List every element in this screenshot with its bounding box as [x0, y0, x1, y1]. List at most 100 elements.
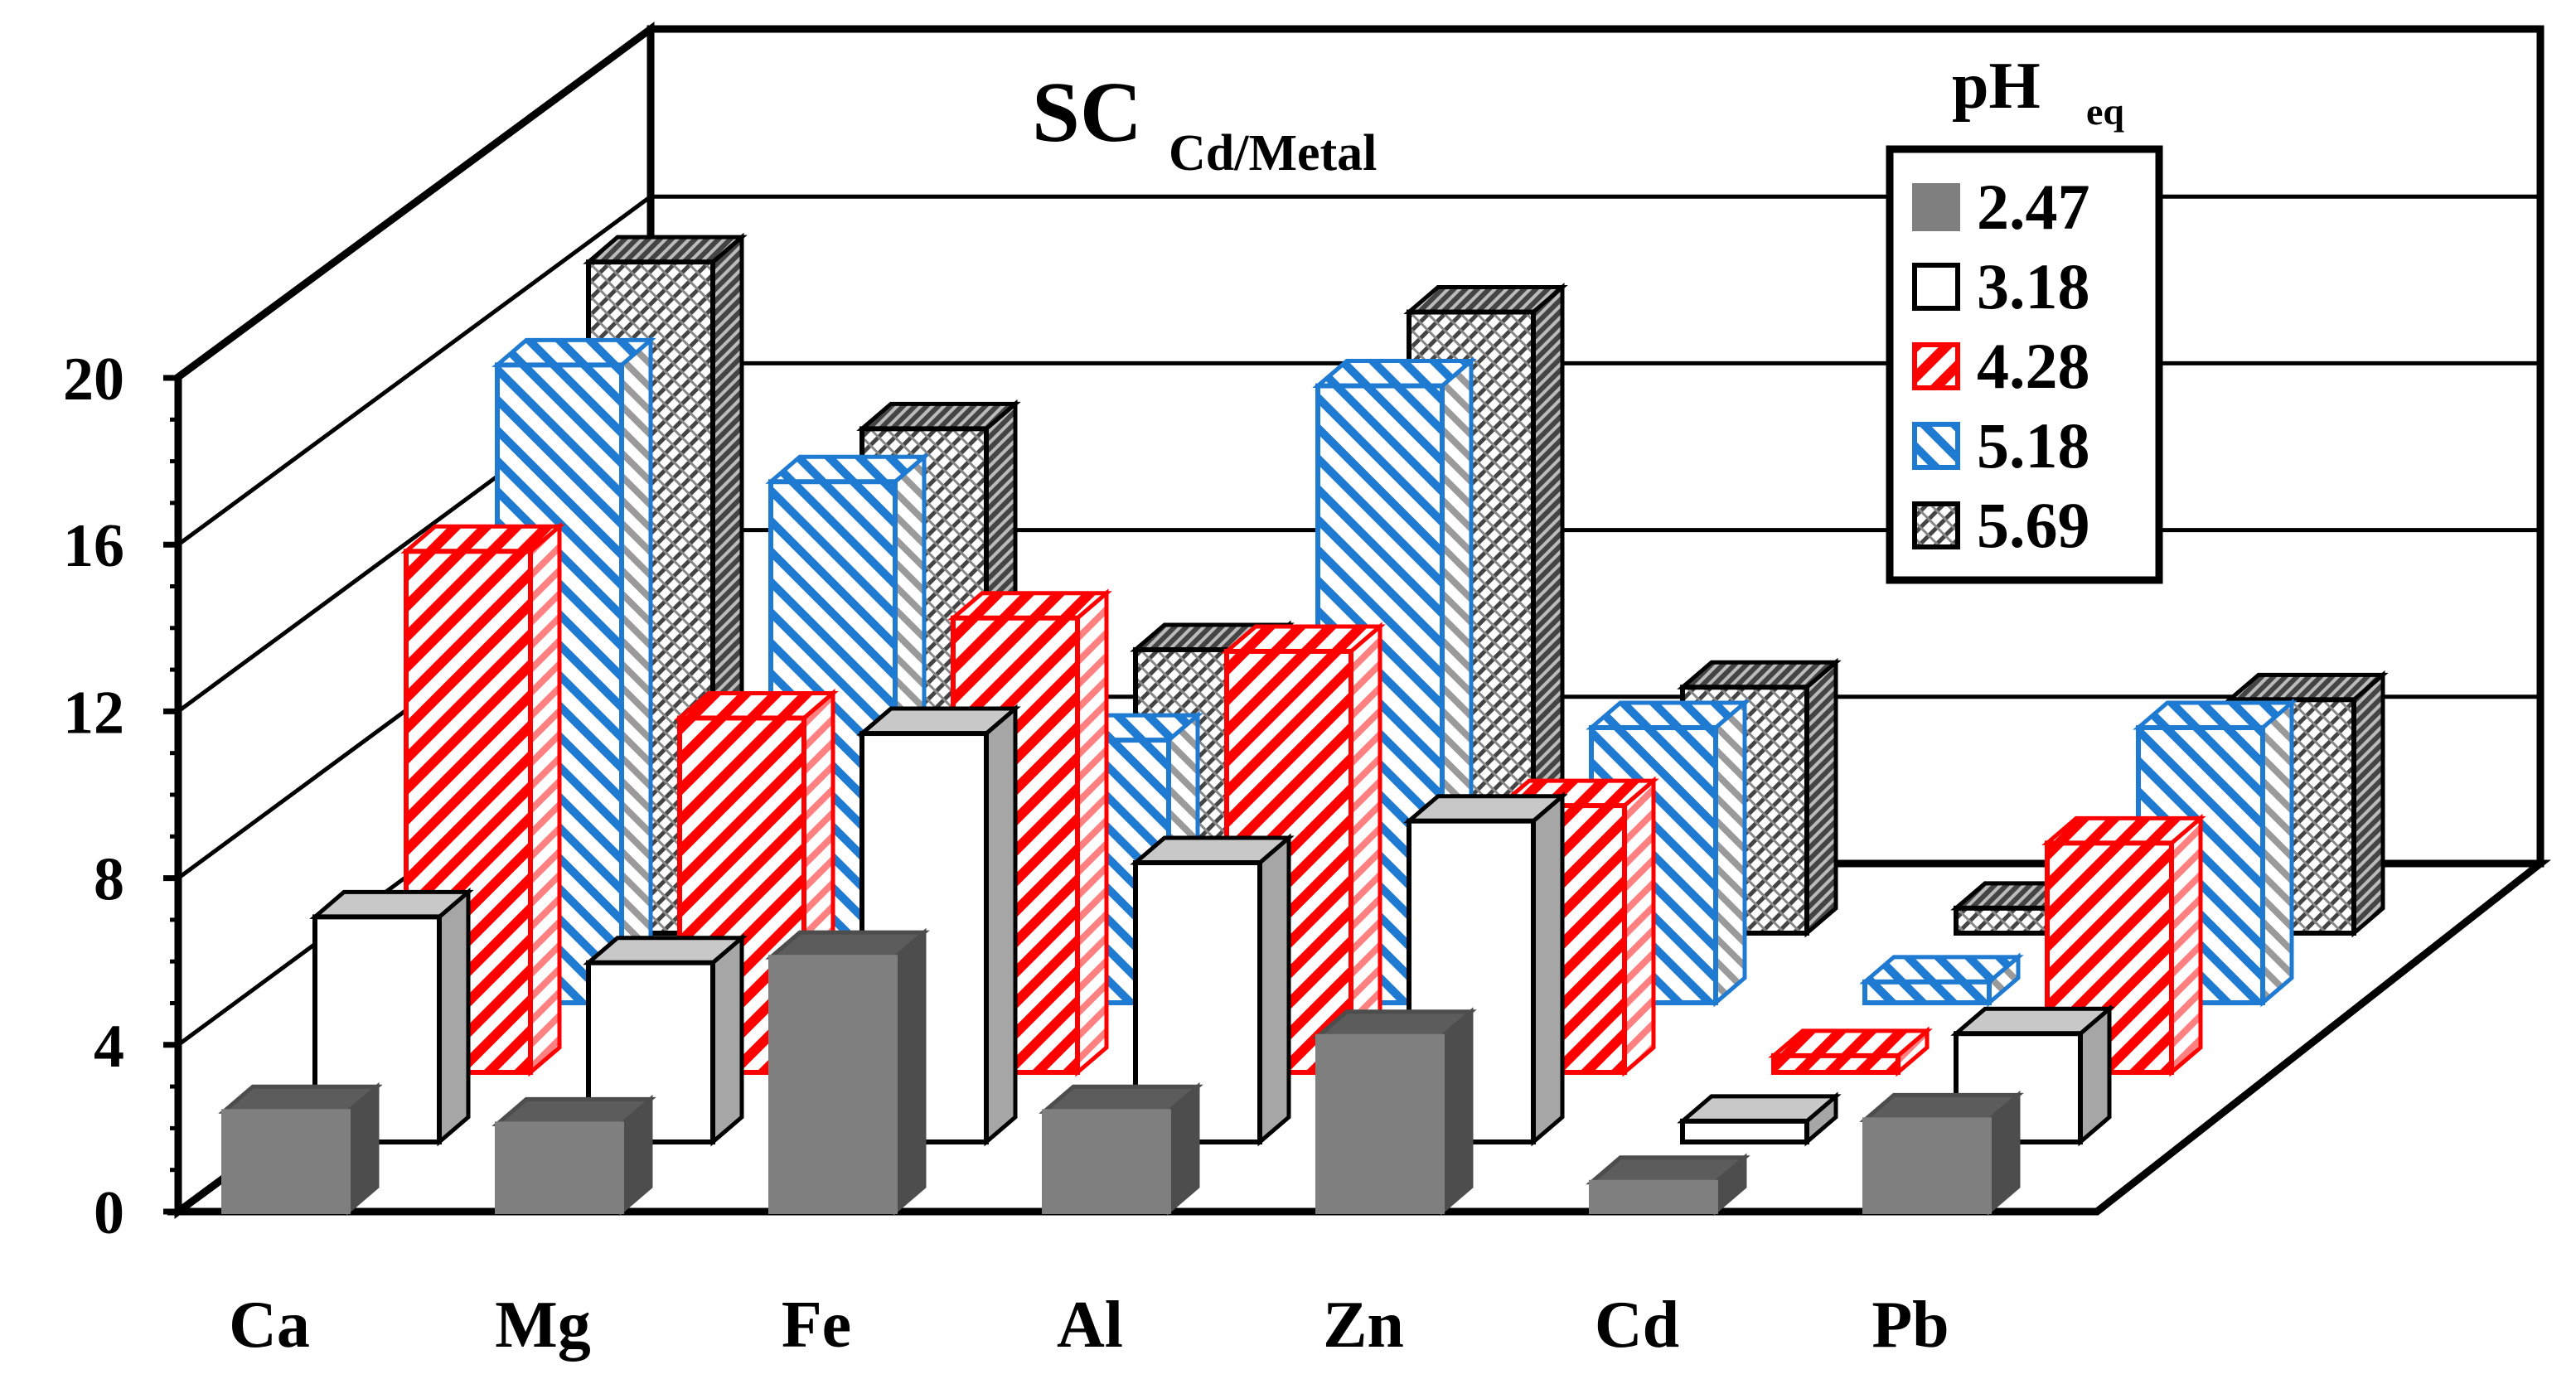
bar-top — [1403, 285, 1568, 315]
bar-side — [893, 927, 927, 1217]
bar-side — [1531, 791, 1565, 1147]
gridline-left — [177, 195, 652, 547]
bar-3.18-Pb — [1950, 1004, 2115, 1147]
bar-top — [1859, 955, 2024, 985]
bar-top — [218, 1084, 383, 1114]
bar-side — [1075, 588, 1109, 1077]
bar-side — [1440, 1007, 1474, 1217]
y-tick-label: 20 — [63, 346, 124, 414]
bar-top — [2041, 815, 2206, 845]
x-category-label: Fe — [782, 1289, 851, 1362]
x-category-label: Mg — [495, 1289, 591, 1362]
chart-title: SC Cd/Metal — [1032, 65, 1377, 181]
x-category-labels: Ca Mg Fe Al Zn Cd Pb — [229, 1289, 1949, 1362]
bar-2.47-Al — [1039, 1081, 1203, 1217]
legend-label: 4.28 — [1977, 330, 2090, 402]
y-tick-label: 16 — [63, 512, 124, 580]
chart-title-subscript: Cd/Metal — [1169, 125, 1377, 181]
y-tick-label: 12 — [63, 679, 124, 747]
bar-2.47-Mg — [491, 1094, 656, 1217]
bar-top — [947, 591, 1112, 621]
bar-top — [1859, 1092, 2024, 1122]
bar-side — [2351, 670, 2385, 938]
bar-front — [1315, 1033, 1445, 1214]
bar-side — [2260, 698, 2294, 1008]
legend-label: 2.47 — [1977, 171, 2090, 243]
bar-side — [1622, 776, 1656, 1077]
y-axis — [163, 375, 182, 1215]
bar-top — [1221, 624, 1386, 654]
bar-top — [400, 524, 565, 554]
bar-2.47-Fe — [765, 927, 930, 1217]
bar-top — [1403, 794, 1568, 824]
bar-side — [1349, 622, 1382, 1077]
bar-side — [1804, 657, 1838, 938]
bar-side — [1257, 833, 1291, 1147]
bar-top — [2133, 700, 2298, 730]
bar-2.47-Pb — [1859, 1090, 2024, 1217]
bar-front — [768, 955, 898, 1215]
bar-top — [765, 930, 930, 960]
x-category-label: Ca — [229, 1289, 310, 1362]
bar-front — [495, 1121, 624, 1214]
bar-front — [221, 1109, 351, 1215]
bar-top — [583, 936, 748, 965]
x-category-label: Cd — [1595, 1289, 1679, 1362]
bar-top — [1312, 359, 1477, 389]
bar-front — [1862, 1117, 1992, 1214]
bar-top — [1130, 835, 1295, 865]
gridline-left — [177, 27, 652, 380]
bar-side — [2169, 813, 2203, 1077]
x-category-label: Al — [1057, 1289, 1123, 1362]
legend-title-subscript: eq — [2086, 90, 2124, 133]
bar-top — [309, 889, 474, 919]
bar-top — [1312, 1009, 1477, 1039]
legend-swatch-5.69 — [1912, 501, 1960, 549]
bar-side — [1713, 698, 1747, 1008]
bar-top — [1586, 1155, 1750, 1185]
bar-top — [491, 1096, 656, 1126]
bar-top — [856, 706, 1021, 736]
bar-top — [1950, 1006, 2115, 1036]
bar-top — [491, 337, 656, 367]
bar-side — [984, 704, 1018, 1147]
bar-3.18-Cd — [1677, 1091, 1842, 1147]
y-tick-label: 8 — [94, 846, 124, 914]
bar-top — [583, 235, 748, 264]
bar-top — [1768, 1028, 1933, 1058]
legend-swatch-5.18 — [1912, 422, 1960, 470]
bar-front — [1771, 1052, 1901, 1076]
x-category-label: Zn — [1323, 1289, 1404, 1362]
bar-top — [1677, 660, 1842, 690]
bar-top — [1039, 1084, 1203, 1114]
bar-series-group — [218, 232, 2389, 1217]
bar-front — [1589, 1179, 1718, 1215]
legend-label: 5.69 — [1977, 489, 2090, 561]
bar-2.47-Ca — [218, 1081, 383, 1217]
legend-label: 3.18 — [1977, 250, 2090, 322]
legend-swatch-2.47 — [1912, 183, 1960, 231]
y-tick-label: 0 — [94, 1179, 124, 1247]
bar-side — [619, 335, 653, 1008]
legend-swatch-3.18 — [1912, 263, 1960, 311]
bar-front — [1042, 1109, 1171, 1215]
bar-top — [765, 454, 930, 484]
bar-front — [1680, 1118, 1809, 1144]
bar-top — [1677, 1094, 1842, 1124]
bar-4.28-Cd — [1768, 1026, 1933, 1077]
bar-side — [437, 887, 471, 1147]
bar-front — [1862, 979, 1992, 1005]
bar-top — [856, 401, 1021, 431]
legend-swatch-4.28 — [1912, 342, 1960, 390]
x-category-label: Pb — [1871, 1289, 1949, 1362]
y-tick-label: 4 — [94, 1013, 124, 1081]
bar-2.47-Zn — [1312, 1007, 1477, 1217]
legend-title: pH — [1952, 50, 2041, 123]
bar-5.18-Cd — [1859, 952, 2024, 1008]
bar-side — [528, 521, 562, 1077]
bar-side — [710, 933, 744, 1147]
chart-title-main: SC — [1032, 65, 1142, 160]
legend: pH eq 2.473.18 4.285.18 5.69 — [1886, 50, 2163, 584]
bar-2.47-Cd — [1586, 1153, 1750, 1217]
